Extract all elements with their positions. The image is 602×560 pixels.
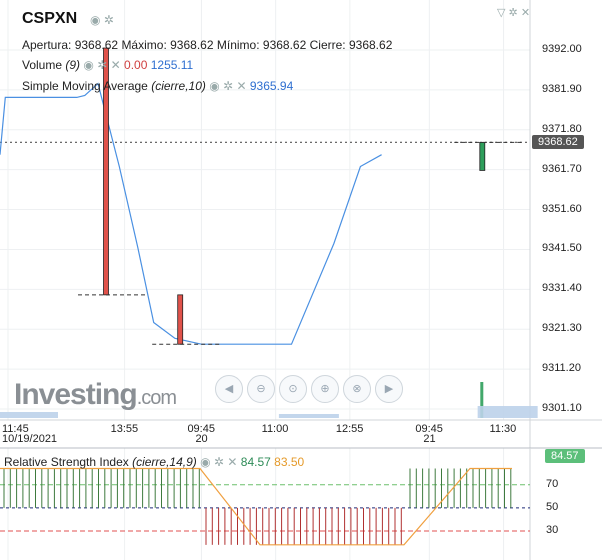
close-icon[interactable]: ✕	[110, 58, 121, 72]
rsi-label: Relative Strength Index	[4, 455, 129, 469]
sma-legend: Simple Moving Average (cierre,10) ◉ ✲ ✕ …	[22, 79, 293, 93]
sma-line	[0, 82, 382, 345]
close-icon[interactable]: ✕	[236, 79, 247, 93]
time-tick-label: 09:45	[187, 423, 215, 435]
ohlc-line: Apertura: 9368.62 Máximo: 9368.62 Mínimo…	[22, 38, 392, 52]
open-label: Apertura:	[22, 38, 72, 52]
symbol-title: CSPXN	[22, 10, 78, 27]
candle-body	[177, 294, 184, 345]
time-tick-label: 12:55	[335, 423, 364, 435]
sma-label: Simple Moving Average	[22, 79, 148, 93]
sma-value: 9365.94	[249, 79, 294, 93]
gear-icon[interactable]: ✲	[103, 13, 114, 27]
eye-icon[interactable]: ◉	[83, 58, 94, 72]
price-tick-label: 9381.90	[542, 82, 582, 95]
high-label: Máximo:	[121, 38, 167, 52]
volume-label: Volume	[22, 58, 63, 72]
rsi-line	[0, 467, 512, 546]
zoom-reset-button[interactable]: ⊙	[279, 375, 307, 403]
volume-bar	[480, 382, 484, 418]
price-tick-label: 9371.80	[542, 122, 582, 135]
rsi-badge: 84.57	[545, 449, 585, 463]
sma-param: (cierre,10)	[151, 79, 206, 93]
time-tick-label: 11:45	[2, 423, 29, 435]
rsi-value-2: 83.50	[274, 455, 305, 469]
scroll-end-button[interactable]: ▶	[375, 375, 403, 403]
panel-controls: ▽ ✲ ✕	[497, 6, 530, 19]
watermark-brand: Investing	[14, 378, 138, 411]
rsi-tick-label: 30	[546, 523, 559, 536]
zoom-in-button[interactable]: ⊕	[311, 375, 339, 403]
open-value: 9368.62	[74, 38, 119, 52]
volume-value-1: 0.00	[124, 58, 148, 72]
time-tick-sublabel: 10/19/2021	[2, 433, 58, 445]
zoom-out-button[interactable]: ⊖	[247, 375, 275, 403]
volume-legend: Volume (9) ◉ ✲ ✕ 0.00 1255.11	[22, 58, 193, 72]
volume-value-2: 1255.11	[150, 58, 194, 72]
price-tick-label: 9392.00	[542, 43, 582, 55]
low-label: Mínimo:	[216, 38, 260, 52]
eye-icon[interactable]: ◉	[90, 13, 101, 27]
watermark-suffix: .com	[136, 387, 177, 409]
eye-icon[interactable]: ◉	[209, 79, 220, 93]
close-icon[interactable]: ✕	[227, 455, 238, 469]
rsi-tick-label: 70	[546, 477, 559, 490]
eye-icon[interactable]: ◉	[200, 455, 211, 469]
price-tick-label: 9351.60	[542, 202, 582, 215]
close-label: Cierre:	[309, 38, 346, 52]
time-tick-label: 13:55	[110, 423, 139, 435]
time-tick-label: 11:30	[489, 423, 517, 435]
time-tick-sublabel: 21	[423, 433, 436, 445]
high-value: 9368.62	[170, 38, 214, 52]
close-value: 9368.62	[348, 38, 393, 52]
price-tick-label: 9361.70	[542, 162, 582, 175]
price-tick-label: 9321.30	[542, 322, 582, 335]
gear-icon[interactable]: ✲	[97, 58, 108, 72]
close-icon[interactable]: ✕	[520, 7, 531, 19]
scroll-right-button[interactable]: ⊗	[343, 375, 371, 403]
gear-icon[interactable]: ✲	[223, 79, 234, 93]
symbol-controls: ◉ ✲	[90, 13, 114, 27]
rsi-tick-label: 50	[546, 500, 559, 513]
candle-body	[479, 142, 486, 171]
time-tick-label: 11:00	[261, 423, 289, 435]
volume-param: (9)	[65, 58, 81, 72]
price-tick-label: 9301.10	[542, 402, 582, 414]
chevron-down-icon[interactable]: ▽	[497, 7, 506, 19]
volume-bar	[0, 412, 58, 418]
time-tick-sublabel: 20	[195, 433, 208, 445]
price-tick-label: 9331.40	[542, 282, 582, 295]
price-tick-label: 9341.50	[542, 242, 582, 255]
rsi-value-1: 84.57	[240, 455, 271, 469]
last-price-badge: 9368.62	[532, 135, 584, 149]
watermark-logo: Investing.com	[14, 378, 177, 412]
gear-icon[interactable]: ✲	[508, 7, 518, 19]
time-tick-label: 09:45	[415, 423, 443, 435]
scroll-left-button[interactable]: ◀	[215, 375, 243, 403]
low-value: 9368.62	[262, 38, 307, 52]
volume-bar	[477, 406, 538, 418]
rsi-param: (cierre,14,9)	[132, 455, 197, 469]
gear-icon[interactable]: ✲	[213, 455, 225, 469]
rsi-legend: Relative Strength Index (cierre,14,9) ◉ …	[4, 455, 304, 469]
price-tick-label: 9311.20	[542, 362, 581, 375]
volume-bar	[278, 414, 339, 418]
